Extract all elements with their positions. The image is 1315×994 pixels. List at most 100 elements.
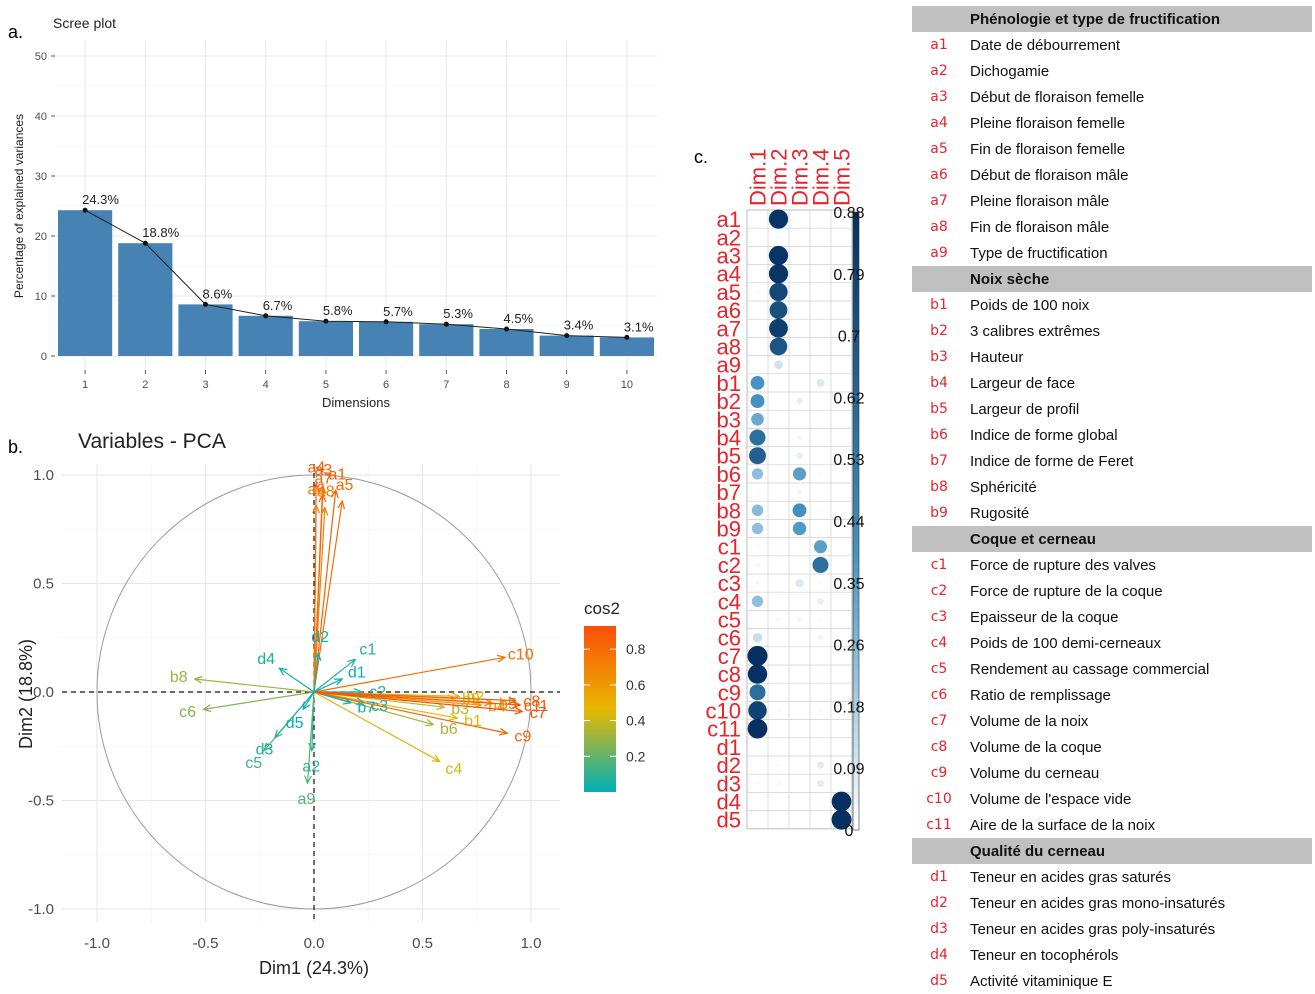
legend-row: a2 Dichogamie — [912, 58, 1312, 84]
corr-legend-tick: 0 — [845, 823, 854, 840]
legend-code: c9 — [930, 765, 948, 781]
scree-x-label: Dimensions — [322, 395, 390, 410]
legend-row: b9 Rugosité — [912, 500, 1312, 526]
legend-row: d1 Teneur en acides gras saturés — [912, 864, 1312, 890]
pca-x-tick: -1.0 — [84, 935, 110, 952]
corr-row-label: c8 — [718, 662, 741, 687]
legend-description: Rugosité — [970, 504, 1030, 522]
legend-code: b6 — [930, 427, 948, 443]
corr-legend-tick: 0.35 — [833, 576, 864, 593]
legend-row: c7 Volume de la noix — [912, 708, 1312, 734]
pca-label-a9: a9 — [297, 791, 315, 808]
scree-bar — [178, 304, 233, 356]
legend-section-header: Qualité du cerneau — [912, 838, 1312, 864]
scree-point — [142, 240, 148, 246]
pca-arrow-c11 — [313, 691, 520, 705]
legend-row: d2 Teneur en acides gras mono-insaturés — [912, 890, 1312, 916]
pca-label-c4: c4 — [445, 761, 462, 778]
pca-arrow-d3 — [275, 691, 315, 738]
corr-cell — [751, 468, 764, 480]
legend-row: b8 Sphéricité — [912, 474, 1312, 500]
corr-cell — [776, 708, 781, 713]
scree-x-tick: 10 — [621, 379, 633, 391]
legend-description: Hauteur — [970, 348, 1024, 366]
legend-row: c9 Volume du cerneau — [912, 760, 1312, 786]
legend-description: Type de fructification — [970, 244, 1108, 262]
corr-row-label: b3 — [717, 407, 741, 432]
pca-label-d4: d4 — [257, 651, 275, 668]
legend-row: c3 Epaisseur de la coque — [912, 604, 1312, 630]
pca-arrow-b8 — [195, 679, 315, 693]
legend-row: c10 Volume de l'espace vide — [912, 786, 1312, 812]
scree-bar — [298, 321, 353, 356]
legend-row: b5 Largeur de profil — [912, 396, 1312, 422]
corr-cell — [816, 761, 825, 769]
corr-cell — [819, 800, 822, 803]
corr-legend-tick: 0.7 — [838, 329, 860, 346]
legend-description: Activité vitaminique E — [970, 972, 1113, 990]
pca-x-tick: 0.0 — [304, 935, 325, 952]
legend-row: b3 Hauteur — [912, 344, 1312, 370]
legend-code: b7 — [930, 453, 948, 469]
corr-cell — [796, 397, 803, 405]
corr-row-label: a8 — [717, 335, 741, 360]
scree-point — [564, 333, 570, 339]
scree-bar — [118, 243, 173, 356]
pca-y-tick: 1.0 — [33, 467, 54, 484]
scree-value-label: 3.1% — [624, 319, 654, 334]
corr-row-label: b1 — [717, 371, 741, 396]
corr-cell — [749, 447, 766, 465]
corr-cell — [818, 581, 823, 585]
legend-row: b2 3 calibres extrêmes — [912, 318, 1312, 344]
pca-variables-plot: Variables - PCA Dim1 (24.3%) Dim2 (18.8%… — [16, 430, 646, 978]
corr-color-bar — [852, 211, 860, 831]
legend-code: c10 — [926, 791, 952, 807]
corr-row-label: c1 — [718, 535, 741, 560]
corr-row-label: c2 — [718, 553, 741, 578]
corr-cell — [818, 472, 823, 476]
corr-cell — [755, 490, 760, 494]
legend-code: d1 — [930, 869, 948, 885]
corr-cell — [768, 245, 789, 266]
corr-cell — [813, 540, 828, 554]
legend-row: a8 Fin de floraison mâle — [912, 214, 1312, 240]
corr-cell — [750, 376, 765, 390]
corr-legend-tick: 0.53 — [833, 452, 864, 469]
pca-label-a5: a5 — [336, 477, 354, 494]
legend-row: a9 Type de fructification — [912, 240, 1312, 266]
pca-label-c5: c5 — [245, 755, 262, 772]
legend-code: b3 — [930, 349, 948, 365]
pca-arrow-a8 — [313, 508, 325, 693]
legend-description: Force de rupture de la coque — [970, 582, 1163, 600]
legend-description: Rendement au cassage commercial — [970, 660, 1210, 678]
corr-row-label: d5 — [717, 808, 741, 833]
legend-code: a7 — [930, 193, 948, 209]
pca-label-c9: c9 — [514, 729, 531, 746]
panel-label-c: c. — [694, 147, 708, 167]
corr-cell — [768, 209, 789, 229]
scree-bar — [238, 315, 293, 356]
legend-row: a3 Début de floraison femelle — [912, 84, 1312, 110]
legend-code: b4 — [930, 375, 948, 391]
scree-value-label: 8.6% — [203, 286, 233, 301]
legend-code: a1 — [930, 37, 948, 53]
legend-section-title: Qualité du cerneau — [970, 842, 1106, 860]
legend-row: b1 Poids de 100 noix — [912, 292, 1312, 318]
corr-cell — [769, 301, 788, 320]
scree-title: Scree plot — [53, 15, 116, 31]
legend-code: c8 — [930, 739, 948, 755]
legend-description: Volume de la noix — [970, 712, 1089, 730]
corr-cell — [831, 809, 852, 830]
scree-x-tick: 7 — [443, 379, 449, 391]
legend-description: Sphéricité — [970, 478, 1037, 496]
corr-cell — [819, 672, 822, 676]
pca-label-b1: b1 — [464, 713, 482, 730]
legend-code: c7 — [930, 713, 948, 729]
legend-description: Indice de forme de Feret — [970, 452, 1134, 470]
corr-legend-tick: 0.09 — [833, 761, 864, 778]
corr-row-label: c4 — [718, 589, 741, 614]
legend-description: Largeur de face — [970, 374, 1076, 392]
corr-row-label: d1 — [717, 735, 741, 760]
legend-row: c6 Ratio de remplissage — [912, 682, 1312, 708]
corr-cell — [748, 701, 767, 720]
